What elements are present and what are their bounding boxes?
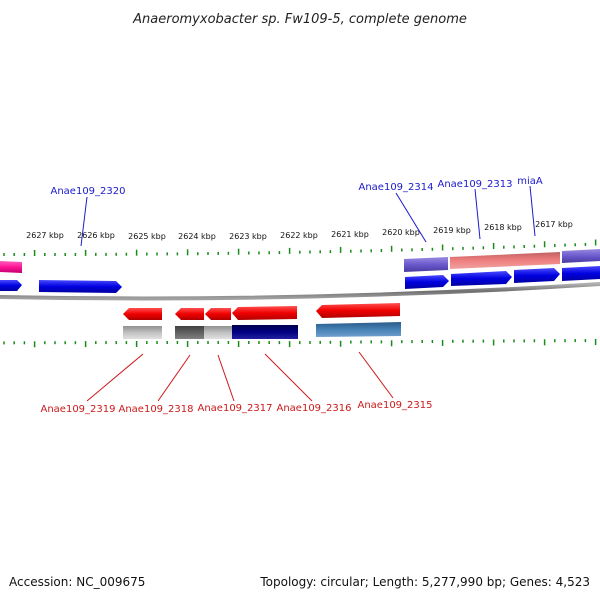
kbp-label-2617: 2617 kbp [535, 220, 573, 229]
leader-anae109-2314 [395, 192, 427, 243]
label-anae109-2314: Anae109_2314 [359, 182, 434, 193]
leader-anae109-2318 [157, 354, 191, 402]
top-label-leaders [80, 185, 536, 247]
genome-summary-text: Topology: circular; Length: 5,277,990 bp… [259, 575, 590, 589]
gene-block-lightgray-left [123, 326, 162, 339]
gene-arrow-anae109-2318 [175, 308, 204, 320]
forward-strand-outer-row [0, 249, 600, 273]
kbp-label-2622: 2622 kbp [280, 231, 318, 240]
label-anae109-2319: Anae109_2319 [41, 404, 116, 415]
forward-strand-genes [0, 266, 600, 293]
kbp-label-2618: 2618 kbp [484, 223, 522, 232]
gene-block-salmon [450, 252, 560, 269]
kbp-label-2625: 2625 kbp [128, 232, 166, 241]
gene-arrow-miaA [514, 268, 560, 283]
gene-block-purple-right [562, 249, 600, 263]
gene-block-pink [0, 261, 22, 273]
leader-anae109-2316 [264, 353, 313, 402]
leader-anae109-2319 [86, 353, 144, 402]
gene-block-purple-left [404, 257, 448, 272]
gene-arrow-anae109-2316 [232, 306, 297, 320]
gene-arrow-anae109-2313 [451, 271, 512, 286]
kbp-label-2621: 2621 kbp [331, 230, 369, 239]
label-anae109-2313: Anae109_2313 [438, 179, 513, 190]
genome-backbone [0, 282, 600, 301]
accession-text: Accession: NC_009675 [9, 575, 145, 589]
gene-arrow-anae109-2314 [405, 275, 449, 289]
gene-arrow-right-edge [562, 266, 600, 281]
label-anae109-2318: Anae109_2318 [119, 404, 194, 415]
kbp-scale-labels: 2627 kbp 2626 kbp 2625 kbp 2624 kbp 2623… [26, 220, 573, 241]
leader-anae109-2315 [358, 351, 394, 399]
label-miaA: miaA [517, 176, 543, 187]
gene-arrow-anae109-2319 [123, 308, 162, 320]
label-anae109-2320: Anae109_2320 [51, 186, 126, 197]
gene-block-steelblue [316, 322, 401, 337]
leader-anae109-2320 [80, 196, 88, 247]
outer-scale-ticks [3, 239, 597, 256]
kbp-label-2619: 2619 kbp [433, 226, 471, 235]
leader-anae109-2317 [217, 354, 235, 402]
kbp-label-2626: 2626 kbp [77, 231, 115, 240]
gene-arrow-left-edge [0, 280, 22, 291]
reverse-strand-genes [123, 303, 400, 320]
gene-block-darkgray [175, 326, 204, 339]
top-gene-labels: Anae109_2320 Anae109_2314 Anae109_2313 m… [51, 176, 543, 197]
kbp-label-2624: 2624 kbp [178, 232, 216, 241]
leader-anae109-2313 [474, 188, 481, 240]
gene-block-lightgray-mid [204, 326, 232, 339]
genome-title: Anaeromyxobacter sp. Fw109-5, complete g… [132, 12, 467, 27]
label-anae109-2317: Anae109_2317 [198, 403, 273, 414]
leader-miaA [529, 185, 536, 237]
kbp-label-2620: 2620 kbp [382, 228, 420, 237]
inner-scale-ticks [3, 339, 597, 348]
kbp-label-2627: 2627 kbp [26, 231, 64, 240]
reverse-strand-inner-row [123, 322, 401, 339]
bottom-gene-labels: Anae109_2319 Anae109_2318 Anae109_2317 A… [41, 400, 433, 415]
gene-arrow-anae109-2315 [316, 303, 400, 318]
bottom-label-leaders [86, 351, 394, 402]
label-anae109-2316: Anae109_2316 [277, 403, 352, 414]
label-anae109-2315: Anae109_2315 [358, 400, 433, 411]
gene-arrow-anae109-2320 [39, 280, 122, 293]
gene-block-navy [232, 325, 298, 339]
kbp-label-2623: 2623 kbp [229, 232, 267, 241]
gene-arrow-anae109-2317 [205, 308, 231, 320]
